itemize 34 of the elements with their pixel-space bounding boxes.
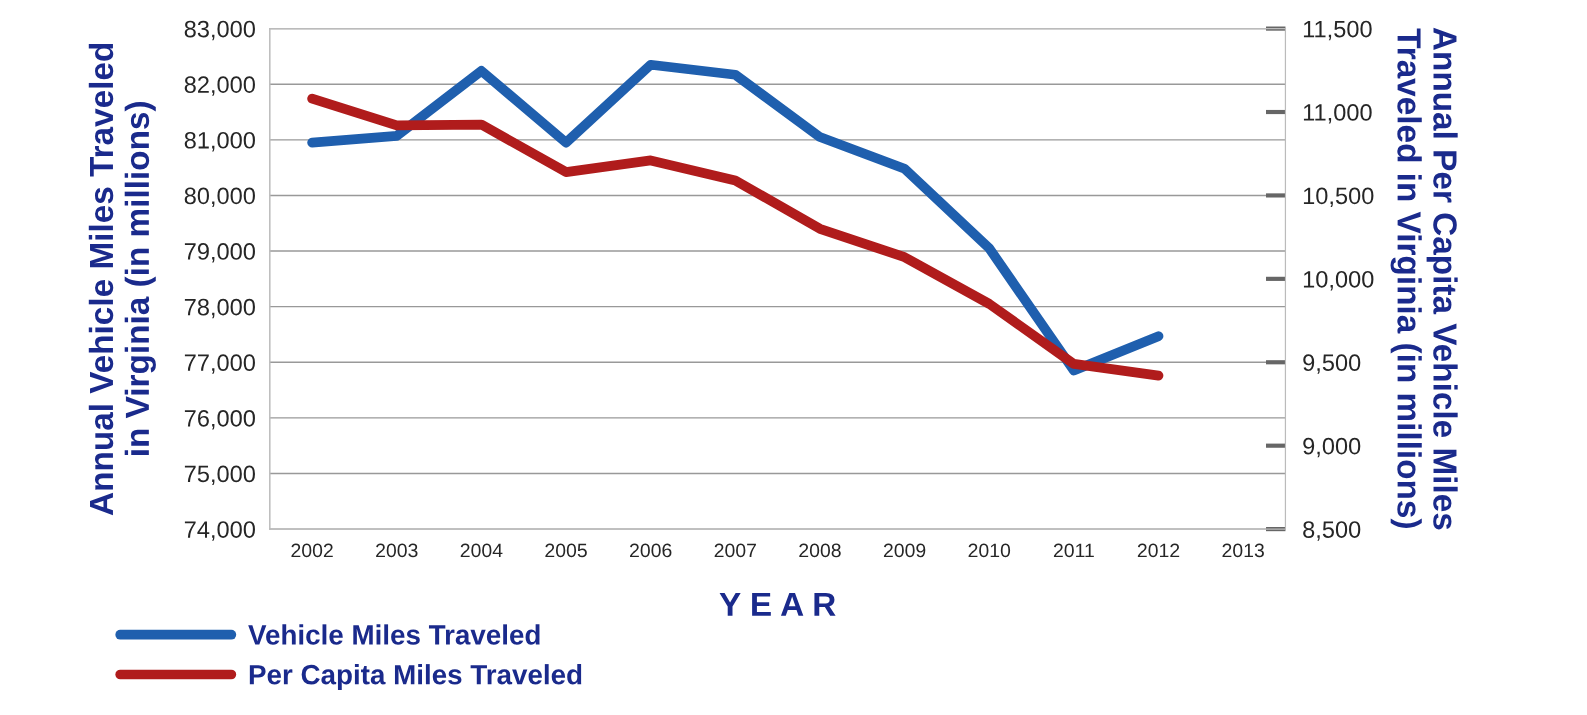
y-tick-label: 79,000	[184, 243, 255, 263]
x-tick-label: 2006	[630, 543, 672, 558]
y-tick-label: 76,000	[184, 409, 255, 430]
y2-tick-label: 8,500	[1303, 521, 1361, 541]
x-tick-label: 2011	[1053, 543, 1094, 558]
y2-tick-label: 11,500	[1303, 20, 1372, 41]
y2-tick-label: 10,500	[1303, 187, 1374, 208]
y2-tick-label: 9,000	[1303, 437, 1361, 458]
y2-tick-label: 11,000	[1303, 104, 1372, 124]
x-tick-label: 2005	[545, 543, 587, 558]
y-tick-label: 77,000	[184, 354, 255, 374]
x-tick-label: 2010	[968, 543, 1011, 558]
y-axis-title: Annual Vehicle Miles Traveled in Virginia (in millions)	[88, 43, 156, 516]
legend-label: Vehicle Miles Traveled	[248, 624, 540, 645]
y2-axis-title: Annual Per Capita Vehicle Miles Traveled in Virginia (in millions)	[1390, 27, 1458, 530]
y-tick-label: 82,000	[184, 76, 255, 96]
x-tick-label: 2012	[1137, 543, 1180, 558]
y2-tick-label: 9,500	[1303, 354, 1361, 374]
x-tick-label: 2007	[714, 543, 756, 558]
x-tick-label: 2013	[1222, 543, 1264, 558]
y-tick-label: 78,000	[184, 298, 255, 319]
y-tick-label: 80,000	[184, 187, 255, 208]
x-tick-label: 2004	[460, 543, 503, 558]
x-tick-label: 2003	[376, 543, 418, 558]
legend-label: Per Capita Miles Traveled	[249, 664, 582, 690]
x-tick-label: 2008	[799, 543, 841, 558]
x-tick-label: 2009	[883, 543, 926, 558]
y-tick-label: 74,000	[184, 521, 255, 541]
y-tick-label: 83,000	[184, 20, 255, 41]
y2-tick-label: 10,000	[1303, 270, 1374, 291]
x-tick-label: 2002	[291, 543, 333, 558]
y-tick-label: 75,000	[184, 465, 255, 486]
x-axis-title: Y E A R	[719, 592, 836, 616]
y-tick-label: 81,000	[184, 131, 255, 152]
